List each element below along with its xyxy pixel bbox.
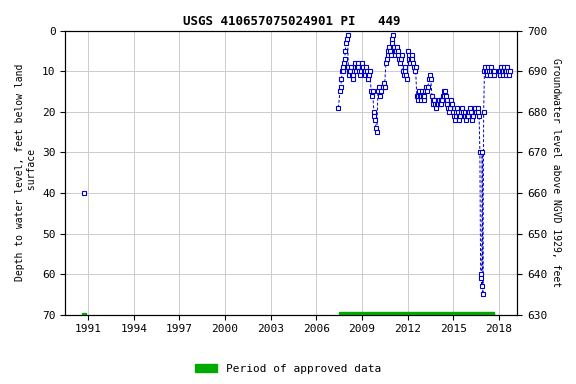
Y-axis label: Groundwater level above NGVD 1929, feet: Groundwater level above NGVD 1929, feet xyxy=(551,58,561,287)
Title: USGS 410657075024901 PI   449: USGS 410657075024901 PI 449 xyxy=(183,15,400,28)
Bar xyxy=(339,312,494,318)
Legend: Period of approved data: Period of approved data xyxy=(191,359,385,379)
Y-axis label: Depth to water level, feet below land
 surface: Depth to water level, feet below land su… xyxy=(15,64,37,281)
